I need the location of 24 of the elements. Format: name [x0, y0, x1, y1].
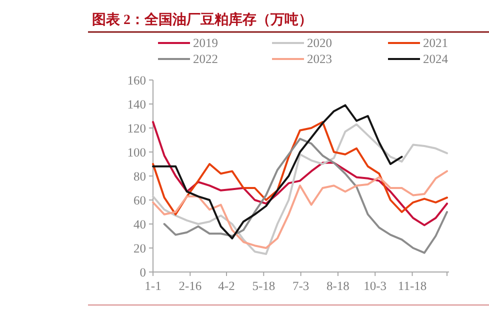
legend-label: 2022 — [193, 52, 218, 66]
title: 图表 2：全国油厂豆粕库存（万吨） — [92, 13, 312, 28]
legend-label: 2024 — [423, 52, 449, 66]
y-tick-label: 120 — [127, 122, 146, 136]
y-tick-label: 80 — [134, 170, 146, 184]
y-tick-label: 160 — [127, 74, 146, 88]
x-tick-label: 1-1 — [144, 279, 162, 293]
x-tick-label: 2-16 — [178, 279, 202, 293]
y-tick-label: 40 — [134, 218, 146, 232]
legend-label: 2019 — [193, 36, 218, 50]
x-tick-label: 11-18 — [398, 279, 427, 293]
x-tick-label: 4-2 — [218, 279, 235, 293]
y-tick-label: 0 — [140, 266, 146, 280]
y-tick-label: 20 — [134, 242, 146, 256]
x-tick-label: 7-3 — [292, 279, 310, 293]
legend-label: 2023 — [307, 52, 332, 66]
legend-label: 2021 — [423, 36, 448, 50]
x-tick-label: 8-18 — [326, 279, 350, 293]
x-tick-label: 5-18 — [252, 279, 276, 293]
legend-label: 2020 — [307, 36, 332, 50]
y-tick-label: 100 — [127, 146, 146, 160]
x-tick-label: 10-3 — [364, 279, 387, 293]
y-tick-label: 140 — [127, 98, 146, 112]
y-tick-label: 60 — [134, 194, 146, 208]
